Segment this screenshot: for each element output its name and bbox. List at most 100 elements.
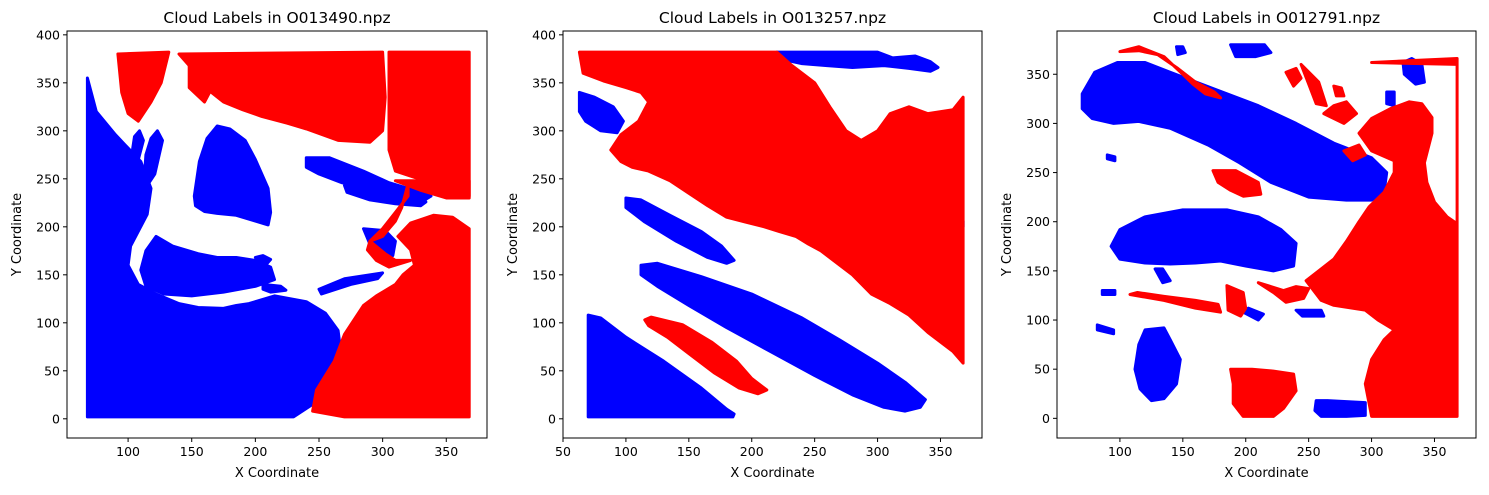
- y-tick-label: 300: [1026, 116, 1050, 131]
- y-tick-label: 250: [532, 171, 556, 186]
- x-tick-label: 100: [614, 444, 638, 459]
- cloud-region: [1095, 323, 1116, 336]
- x-tick-label: 250: [1297, 444, 1321, 459]
- cloud-region: [1294, 308, 1326, 318]
- y-axis-label: Y Coordinate: [1000, 193, 1015, 277]
- y-tick-label: 0: [548, 411, 556, 426]
- x-tick-label: 200: [740, 444, 764, 459]
- cloud-series-2: [1118, 45, 1459, 418]
- panel-3: Cloud Labels in O012791.npz X Coordinate…: [1000, 9, 1477, 481]
- cloud-series-1: [1080, 43, 1426, 418]
- cloud-region: [1118, 45, 1223, 100]
- y-tick-label: 150: [36, 267, 60, 282]
- y-tick-label: 200: [36, 219, 60, 234]
- y-tick-label: 100: [36, 315, 60, 330]
- cloud-region: [130, 129, 145, 169]
- cloud-region: [1153, 267, 1172, 285]
- cloud-region: [1322, 100, 1358, 125]
- cloud-region: [387, 50, 471, 198]
- cloud-region: [311, 213, 471, 419]
- y-tick-label: 350: [1026, 67, 1050, 82]
- cloud-region: [1342, 143, 1367, 163]
- cloud-region: [365, 239, 413, 269]
- x-tick-label: 150: [1171, 444, 1195, 459]
- cloud-region: [639, 261, 927, 413]
- cloud-region: [1128, 291, 1223, 314]
- cloud-region: [1304, 57, 1459, 418]
- cloud-region: [368, 182, 410, 243]
- cloud-region: [261, 282, 288, 294]
- x-tick-label: 300: [371, 444, 395, 459]
- cloud-region: [1299, 62, 1328, 108]
- y-tick-label: 150: [1026, 263, 1050, 278]
- cloud-region: [393, 179, 471, 200]
- cloud-region: [116, 50, 171, 123]
- cloud-region: [1175, 45, 1187, 57]
- y-tick-label: 50: [540, 363, 556, 378]
- x-axis-label: X Coordinate: [1224, 466, 1308, 481]
- y-tick-label: 350: [532, 75, 556, 90]
- y-tick-label: 0: [1042, 411, 1050, 426]
- y-tick-label: 400: [532, 27, 556, 42]
- cloud-region: [1133, 326, 1182, 403]
- x-tick-label: 250: [803, 444, 827, 459]
- y-tick-label: 350: [36, 75, 60, 90]
- panel-2: Cloud Labels in O013257.npz X Coordinate…: [506, 9, 983, 481]
- x-axis-label: X Coordinate: [235, 466, 319, 481]
- y-tick-label: 0: [52, 411, 60, 426]
- cloud-series-2: [577, 50, 965, 396]
- cloud-region: [775, 50, 940, 73]
- x-tick-label: 150: [180, 444, 204, 459]
- y-tick-label: 50: [1034, 362, 1050, 377]
- cloud-region: [253, 254, 273, 267]
- y-axis-label: Y Coordinate: [506, 193, 521, 277]
- cloud-region: [1100, 289, 1117, 296]
- cloud-region: [304, 156, 433, 202]
- x-tick-label: 350: [929, 444, 953, 459]
- axes-frame: [562, 30, 983, 439]
- cloud-region: [1313, 399, 1367, 418]
- chart-title: Cloud Labels in O012791.npz: [1153, 9, 1380, 27]
- cloud-region: [1332, 84, 1346, 98]
- y-tick-label: 100: [532, 315, 556, 330]
- x-tick-label: 100: [116, 444, 140, 459]
- cloud-region: [143, 129, 164, 186]
- x-tick-label: 350: [1423, 444, 1447, 459]
- cloud-region: [577, 50, 965, 365]
- cloud-region: [1080, 61, 1389, 202]
- cloud-region: [1229, 43, 1273, 59]
- cloud-region: [1225, 284, 1248, 318]
- y-tick-label: 300: [36, 123, 60, 138]
- y-tick-label: 100: [1026, 313, 1050, 328]
- x-tick-label: 350: [434, 444, 458, 459]
- y-tick-label: 150: [532, 267, 556, 282]
- cloud-series-2: [116, 50, 471, 419]
- cloud-region: [1109, 208, 1298, 273]
- chart-title: Cloud Labels in O013490.npz: [163, 9, 390, 27]
- y-tick-label: 250: [1026, 165, 1050, 180]
- cloud-region: [624, 196, 736, 265]
- axes-frame: [1056, 30, 1477, 439]
- x-tick-label: 100: [1108, 444, 1132, 459]
- cloud-region: [1105, 153, 1117, 163]
- cloud-region: [139, 234, 276, 298]
- x-tick-label: 300: [866, 444, 890, 459]
- x-tick-label: 300: [1360, 444, 1384, 459]
- x-tick-label: 150: [677, 444, 701, 459]
- cloud-region: [1229, 367, 1298, 418]
- cloud-region: [1256, 281, 1311, 304]
- x-tick-label: 200: [1234, 444, 1258, 459]
- cloud-region: [1211, 169, 1263, 198]
- chart-title: Cloud Labels in O013257.npz: [659, 9, 886, 27]
- y-tick-label: 300: [532, 123, 556, 138]
- y-tick-label: 200: [532, 219, 556, 234]
- y-tick-label: 250: [36, 171, 60, 186]
- y-tick-label: 200: [1026, 214, 1050, 229]
- y-tick-label: 50: [44, 363, 60, 378]
- cloud-region: [1284, 66, 1303, 88]
- cloud-region: [317, 271, 385, 296]
- y-axis-label: Y Coordinate: [10, 193, 25, 277]
- x-tick-label: 200: [243, 444, 267, 459]
